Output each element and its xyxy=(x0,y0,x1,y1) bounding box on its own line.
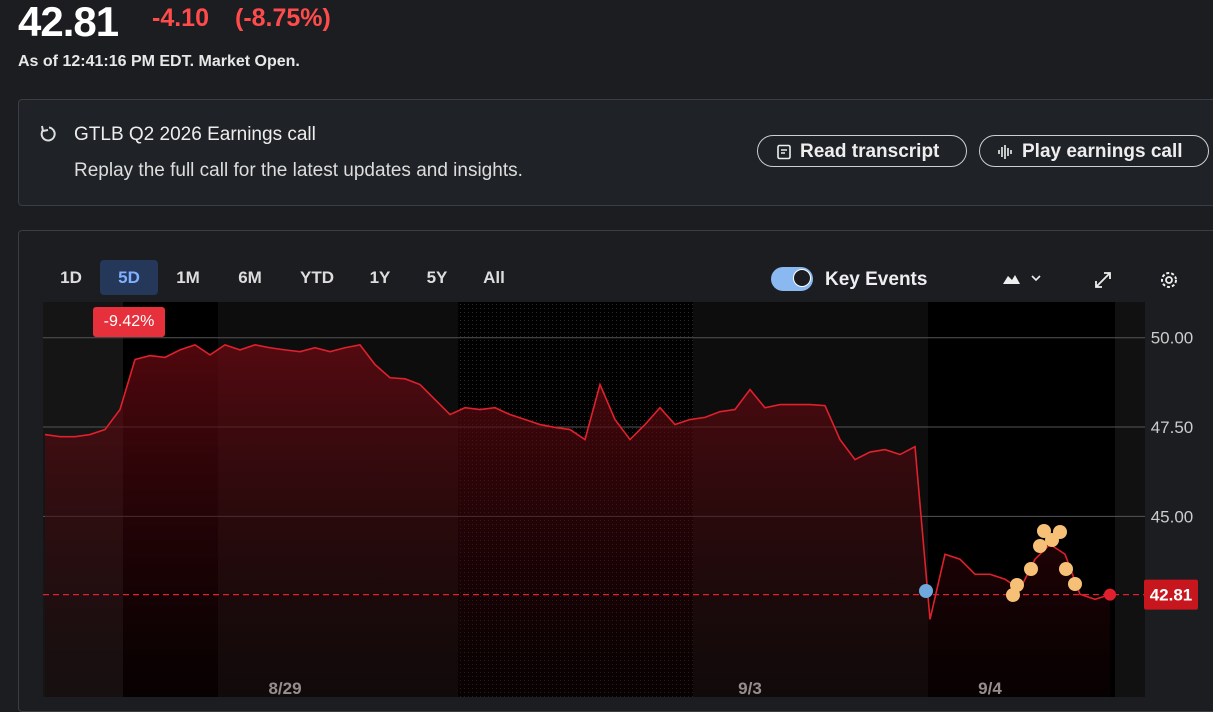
audio-icon xyxy=(998,145,1012,159)
chart-type-menu[interactable] xyxy=(1002,270,1042,290)
expand-button[interactable] xyxy=(1093,270,1113,290)
replay-icon xyxy=(40,125,56,142)
earnings-banner xyxy=(18,99,1213,206)
price: 42.81 xyxy=(18,0,119,45)
toggle-knob xyxy=(793,269,811,287)
key-events-label: Key Events xyxy=(825,269,928,290)
range-button[interactable]: YTD xyxy=(300,268,334,287)
read-transcript-button[interactable]: Read transcript xyxy=(757,135,967,167)
price-change: -4.10 xyxy=(152,4,209,32)
range-button[interactable]: 5Y xyxy=(426,268,448,287)
range-button[interactable]: 1M xyxy=(176,268,200,287)
range-button[interactable]: 1D xyxy=(60,268,82,287)
period-change-badge: -9.42% xyxy=(93,307,165,337)
page: {"quote":{"price":"42.81","change":"-4.1… xyxy=(18,0,1213,712)
as-of: As of 12:41:16 PM EDT. Market Open. xyxy=(18,53,300,70)
transcript-icon xyxy=(777,144,791,160)
range-button[interactable]: All xyxy=(483,268,505,287)
settings-button[interactable] xyxy=(1158,269,1180,291)
banner-subtitle: Replay the full call for the latest upda… xyxy=(74,160,523,181)
range-button[interactable]: 6M xyxy=(238,268,262,287)
chart-card xyxy=(18,230,1213,712)
range-button[interactable]: 5D xyxy=(100,260,158,295)
play-call-button[interactable]: Play earnings call xyxy=(979,135,1209,167)
range-button[interactable]: 1Y xyxy=(369,268,391,287)
price-change-pct: (-8.75%) xyxy=(235,4,331,32)
banner-title: GTLB Q2 2026 Earnings call xyxy=(74,124,316,145)
